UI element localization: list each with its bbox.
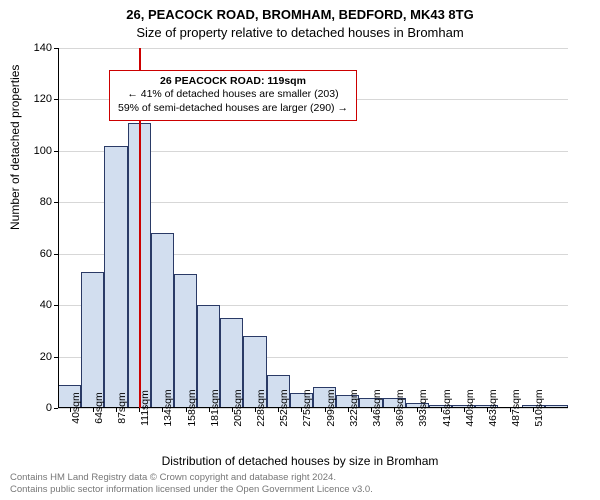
- xtick-label: 181sqm: [205, 389, 221, 426]
- footer-attribution: Contains HM Land Registry data © Crown c…: [10, 472, 373, 496]
- xtick-label: 87sqm: [112, 392, 128, 424]
- x-axis-label: Distribution of detached houses by size …: [0, 454, 600, 468]
- property-info-box: 26 PEACOCK ROAD: 119sqm← 41% of detached…: [109, 70, 357, 121]
- ytick-label: 80: [40, 196, 58, 208]
- ytick-label: 40: [40, 299, 58, 311]
- xtick-label: 275sqm: [297, 389, 313, 426]
- gridline: [58, 48, 568, 49]
- y-axis-label: Number of detached properties: [8, 65, 22, 230]
- y-axis-line: [58, 48, 59, 408]
- histogram-bar: [151, 233, 174, 408]
- ytick-label: 0: [46, 402, 58, 414]
- xtick-label: 369sqm: [390, 389, 406, 426]
- xtick-label: 252sqm: [274, 389, 290, 426]
- chart-plot-area: 02040608010012014040sqm64sqm87sqm111sqm1…: [58, 48, 568, 408]
- footer-line2: Contains public sector information licen…: [10, 484, 373, 496]
- xtick-label: 299sqm: [321, 389, 337, 426]
- histogram-bar: [104, 146, 127, 408]
- info-box-line2: ← 41% of detached houses are smaller (20…: [118, 88, 348, 102]
- xtick-label: 463sqm: [483, 389, 499, 426]
- xtick-label: 40sqm: [66, 392, 82, 424]
- x-axis-line: [58, 407, 568, 408]
- info-box-line1: 26 PEACOCK ROAD: 119sqm: [118, 75, 348, 89]
- info-box-line3: 59% of semi-detached houses are larger (…: [118, 102, 348, 116]
- xtick-label: 134sqm: [158, 389, 174, 426]
- ytick-label: 20: [40, 351, 58, 363]
- xtick-label: 393sqm: [413, 389, 429, 426]
- xtick-label: 346sqm: [367, 389, 383, 426]
- ytick-label: 140: [34, 42, 58, 54]
- ytick-label: 60: [40, 248, 58, 260]
- xtick-label: 416sqm: [437, 389, 453, 426]
- ytick-label: 100: [34, 145, 58, 157]
- ytick-label: 120: [34, 93, 58, 105]
- xtick-label: 228sqm: [251, 389, 267, 426]
- xtick-label: 440sqm: [460, 389, 476, 426]
- title-subtitle: Size of property relative to detached ho…: [0, 24, 600, 42]
- xtick-label: 487sqm: [506, 389, 522, 426]
- histogram-bar: [174, 274, 197, 408]
- xtick-label: 64sqm: [89, 392, 105, 424]
- xtick-label: 510sqm: [529, 389, 545, 426]
- xtick-label: 158sqm: [182, 389, 198, 426]
- xtick-label: 111sqm: [135, 390, 151, 426]
- xtick-label: 205sqm: [228, 389, 244, 426]
- title-address: 26, PEACOCK ROAD, BROMHAM, BEDFORD, MK43…: [0, 6, 600, 24]
- footer-line1: Contains HM Land Registry data © Crown c…: [10, 472, 373, 484]
- chart-title-block: 26, PEACOCK ROAD, BROMHAM, BEDFORD, MK43…: [0, 0, 600, 41]
- histogram-bar: [81, 272, 104, 408]
- xtick-label: 322sqm: [344, 389, 360, 426]
